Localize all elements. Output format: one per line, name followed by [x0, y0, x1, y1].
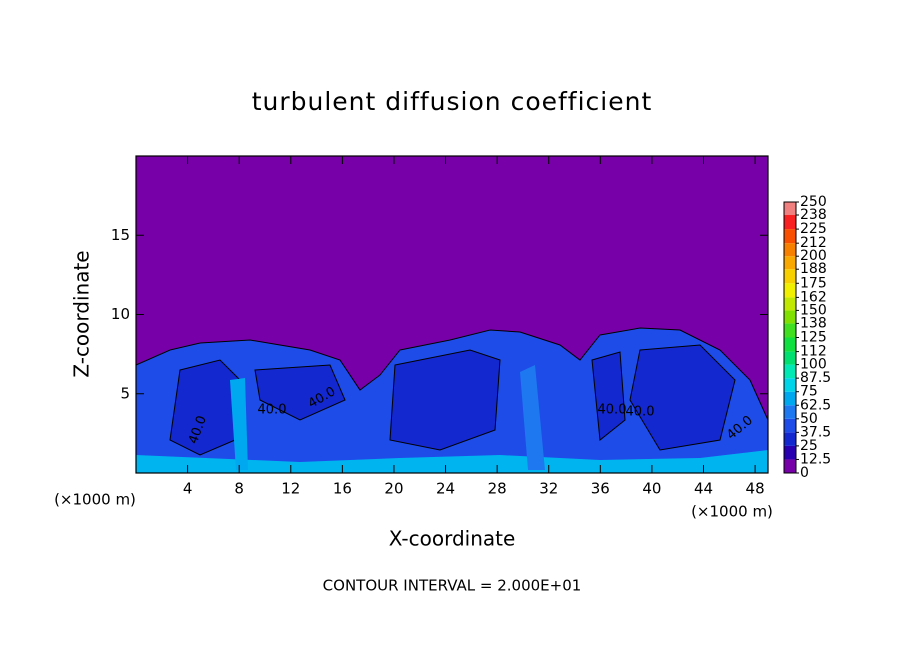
- colorbar-label: 0: [800, 465, 809, 481]
- colorbar-label: 50: [800, 411, 818, 427]
- colorbar-band: [784, 364, 796, 379]
- colorbar-label: 225: [800, 221, 827, 237]
- colorbar-band: [784, 202, 796, 216]
- colorbar-band: [784, 337, 796, 352]
- x-tick-label: 40: [642, 480, 661, 498]
- colorbar-label: 150: [800, 302, 827, 318]
- colorbar-label: 238: [800, 207, 827, 223]
- colorbar-band: [784, 459, 796, 473]
- x-tick-label: 24: [436, 480, 455, 498]
- footnote: CONTOUR INTERVAL = 2.000E+01: [323, 577, 582, 595]
- colorbar-label: 212: [800, 235, 827, 251]
- x-tick-label: 4: [183, 480, 193, 498]
- contour-label: 40.0: [258, 403, 287, 418]
- x-tick-label: 32: [539, 480, 558, 498]
- y-tick-label: 5: [120, 384, 130, 402]
- x-tick-label: 8: [234, 480, 244, 498]
- y-unit: (×1000 m): [54, 491, 136, 509]
- x-tick-label: 36: [591, 480, 610, 498]
- x-tick-label: 48: [746, 480, 765, 498]
- colorbar-label: 175: [800, 275, 827, 291]
- y-tick-label: 15: [111, 226, 130, 244]
- colorbar-band: [784, 243, 796, 257]
- x-axis-label: X-coordinate: [389, 527, 516, 551]
- colorbar-band: [784, 432, 796, 446]
- y-tick-label: 10: [111, 305, 130, 323]
- x-tick-label: 28: [488, 480, 507, 498]
- colorbar-label: 250: [800, 194, 827, 210]
- colorbar-label: 112: [800, 344, 827, 360]
- colorbar-band: [784, 297, 796, 311]
- colorbar-band: [784, 351, 796, 365]
- colorbar-band: [784, 445, 796, 460]
- chart-title: turbulent diffusion coefficient: [252, 87, 653, 116]
- x-tick-label: 44: [694, 480, 713, 498]
- colorbar-label: 62.5: [800, 397, 831, 413]
- x-unit: (×1000 m): [691, 503, 773, 521]
- colorbar-band: [784, 310, 796, 324]
- contour-label: 40.0: [598, 403, 627, 418]
- colorbar-band: [784, 391, 796, 406]
- colorbar-label: 87.5: [800, 370, 831, 386]
- y-axis-label: Z-coordinate: [70, 250, 94, 377]
- colorbar-label: 25: [800, 438, 818, 454]
- colorbar-label: 100: [800, 357, 827, 373]
- colorbar-band: [784, 405, 796, 419]
- colorbar-band: [784, 256, 796, 270]
- x-tick-label: 12: [281, 480, 300, 498]
- colorbar-label: 37.5: [800, 424, 831, 440]
- colorbar-label: 75: [800, 384, 818, 400]
- colorbar-label: 12.5: [800, 451, 831, 467]
- colorbar-band: [784, 378, 796, 392]
- colorbar-label: 200: [800, 248, 827, 264]
- colorbar-label: 188: [800, 261, 827, 277]
- colorbar-label: 162: [800, 289, 827, 305]
- colorbar-band: [784, 269, 796, 284]
- contour-label: 40.0: [626, 405, 655, 420]
- colorbar-band: [784, 283, 796, 298]
- colorbar-label: 125: [800, 330, 827, 346]
- x-tick-label: 20: [384, 480, 403, 498]
- contour-field: [135, 156, 769, 474]
- colorbar-band: [784, 229, 796, 244]
- colorbar-band: [784, 418, 796, 433]
- colorbar-band: [784, 323, 796, 338]
- colorbar-label: 138: [800, 315, 827, 331]
- x-tick-label: 16: [333, 480, 352, 498]
- colorbar-band: [784, 215, 796, 230]
